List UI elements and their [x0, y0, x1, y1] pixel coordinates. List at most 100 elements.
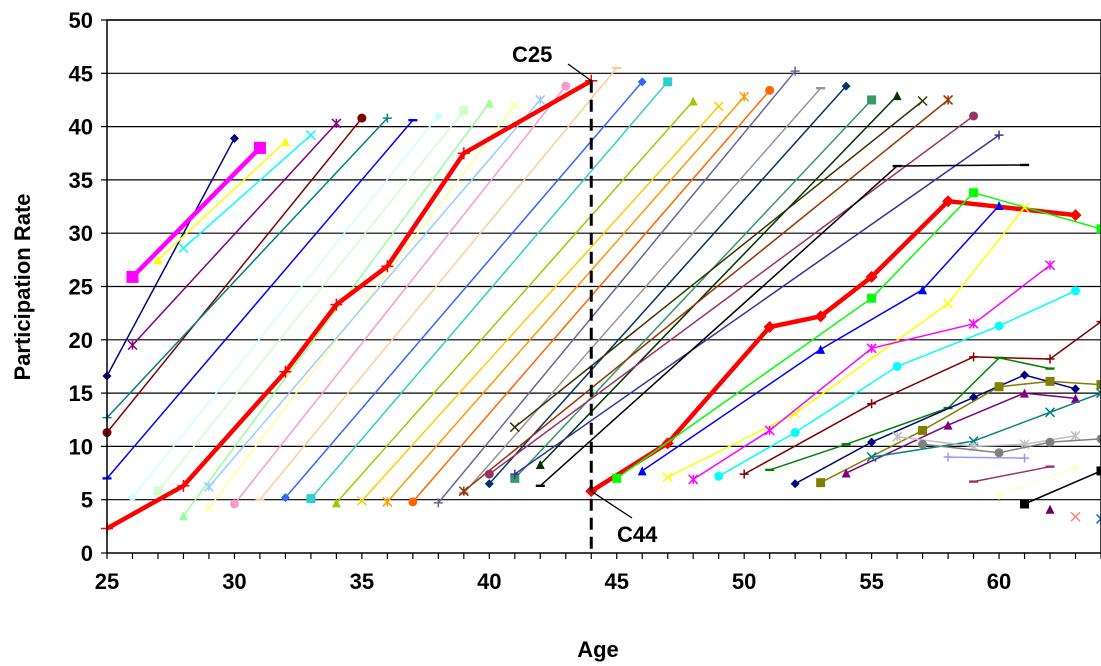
y-tick-label: 15: [69, 381, 93, 406]
data-point: [561, 81, 571, 91]
x-tick-label: 60: [987, 569, 1011, 594]
data-point: [917, 95, 928, 107]
series-line: [106, 117, 363, 433]
series-line: [208, 104, 516, 509]
data-point: [1069, 209, 1082, 222]
data-point: [178, 511, 188, 521]
x-tick-label: 30: [222, 569, 246, 594]
data-point: [969, 480, 979, 483]
data-point: [1020, 453, 1030, 463]
data-point: [330, 298, 343, 311]
data-point: [535, 94, 546, 105]
y-tick-label: 45: [69, 61, 93, 86]
data-point: [306, 494, 316, 504]
data-point: [1095, 388, 1101, 399]
series-20: [356, 101, 724, 506]
series-47: [943, 452, 1030, 463]
x-axis-ticks: 25 30 35 40 45 50 55 60: [95, 553, 1101, 594]
x-axis-title: Age: [577, 637, 619, 662]
data-point: [790, 428, 800, 438]
y-tick-label: 10: [69, 434, 93, 459]
data-point: [1045, 465, 1055, 468]
series-14: [229, 81, 571, 509]
data-point: [1044, 260, 1056, 271]
series-line: [259, 67, 618, 501]
series-line: [463, 87, 822, 494]
series-line: [463, 99, 949, 492]
series-4: [178, 130, 316, 254]
series-12: [203, 100, 520, 514]
data-point: [662, 472, 673, 483]
data-point: [177, 479, 190, 492]
series-line: [131, 115, 439, 499]
series-27: [535, 91, 902, 470]
series-34: [612, 188, 1101, 483]
data-point: [1045, 376, 1055, 386]
data-point: [280, 137, 290, 147]
data-point: [688, 474, 699, 485]
x-tick-label: 40: [477, 569, 501, 594]
series-32: [535, 163, 1030, 488]
series-line: [514, 99, 873, 479]
series-35: [637, 200, 1004, 476]
data-point: [918, 285, 928, 295]
data-point: [126, 270, 139, 283]
data-point: [968, 318, 979, 329]
data-point: [153, 486, 163, 496]
data-point: [994, 321, 1004, 331]
data-point: [484, 98, 494, 108]
data-point: [994, 200, 1004, 210]
data-point: [994, 382, 1004, 392]
series-43: [841, 388, 1081, 478]
data-point: [969, 188, 979, 198]
data-point: [1096, 317, 1101, 327]
series-line: [361, 105, 720, 502]
data-point: [918, 439, 928, 449]
series-line: [157, 110, 465, 492]
data-point: [663, 77, 673, 87]
series-layer: [101, 66, 1101, 535]
data-point: [1096, 224, 1101, 234]
series-31: [510, 130, 1004, 479]
series-48: [969, 465, 1055, 483]
data-point: [943, 420, 953, 430]
data-point: [841, 443, 851, 446]
data-point: [382, 496, 393, 507]
series-line: [183, 134, 312, 249]
data-point: [1070, 511, 1081, 522]
series-30: [484, 111, 979, 479]
data-point: [1096, 466, 1101, 476]
data-point: [1044, 407, 1056, 418]
y-tick-label: 25: [69, 275, 93, 300]
data-point: [867, 293, 877, 303]
data-point: [866, 452, 877, 463]
x-tick-label: 55: [859, 569, 883, 594]
data-point: [382, 113, 392, 123]
data-point: [739, 469, 749, 479]
data-point: [994, 448, 1004, 458]
series-line: [157, 140, 286, 261]
data-point: [229, 133, 239, 143]
series-line: [514, 134, 1000, 475]
data-point: [1020, 370, 1030, 380]
data-point: [203, 481, 214, 492]
data-point: [356, 495, 367, 506]
series-52: [1070, 511, 1081, 522]
y-tick-label: 30: [69, 221, 93, 246]
series-39: [739, 317, 1101, 479]
data-point: [892, 361, 902, 371]
series-2: [126, 141, 266, 283]
series-line: [1024, 470, 1101, 505]
data-point: [203, 503, 214, 514]
data-point: [943, 452, 953, 462]
series-29: [458, 94, 954, 497]
data-point: [892, 91, 902, 101]
series-1: [102, 133, 239, 381]
data-point: [1096, 380, 1101, 390]
data-point: [484, 469, 494, 479]
data-point: [943, 94, 954, 105]
series-3: [153, 137, 290, 265]
data-point: [433, 111, 443, 121]
data-point: [280, 493, 290, 503]
series-16: [255, 66, 622, 501]
